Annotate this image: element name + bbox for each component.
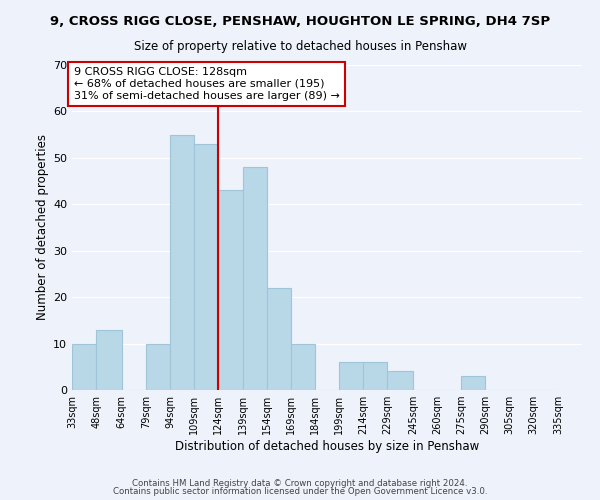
Text: Contains public sector information licensed under the Open Government Licence v3: Contains public sector information licen…: [113, 487, 487, 496]
Bar: [266, 288, 291, 390]
Bar: [461, 376, 485, 390]
Y-axis label: Number of detached properties: Number of detached properties: [36, 134, 49, 320]
Text: 9, CROSS RIGG CLOSE, PENSHAW, HOUGHTON LE SPRING, DH4 7SP: 9, CROSS RIGG CLOSE, PENSHAW, HOUGHTON L…: [50, 15, 550, 28]
Bar: [388, 372, 413, 390]
Text: 9 CROSS RIGG CLOSE: 128sqm
← 68% of detached houses are smaller (195)
31% of sem: 9 CROSS RIGG CLOSE: 128sqm ← 68% of deta…: [74, 68, 340, 100]
Bar: [96, 330, 122, 390]
Bar: [218, 190, 242, 390]
Bar: [146, 344, 170, 390]
Bar: [194, 144, 218, 390]
Text: Size of property relative to detached houses in Penshaw: Size of property relative to detached ho…: [133, 40, 467, 53]
Bar: [339, 362, 363, 390]
Text: Contains HM Land Registry data © Crown copyright and database right 2024.: Contains HM Land Registry data © Crown c…: [132, 478, 468, 488]
Bar: [363, 362, 388, 390]
Bar: [72, 344, 96, 390]
Bar: [291, 344, 315, 390]
Bar: [242, 167, 266, 390]
Bar: [170, 134, 194, 390]
X-axis label: Distribution of detached houses by size in Penshaw: Distribution of detached houses by size …: [175, 440, 479, 453]
